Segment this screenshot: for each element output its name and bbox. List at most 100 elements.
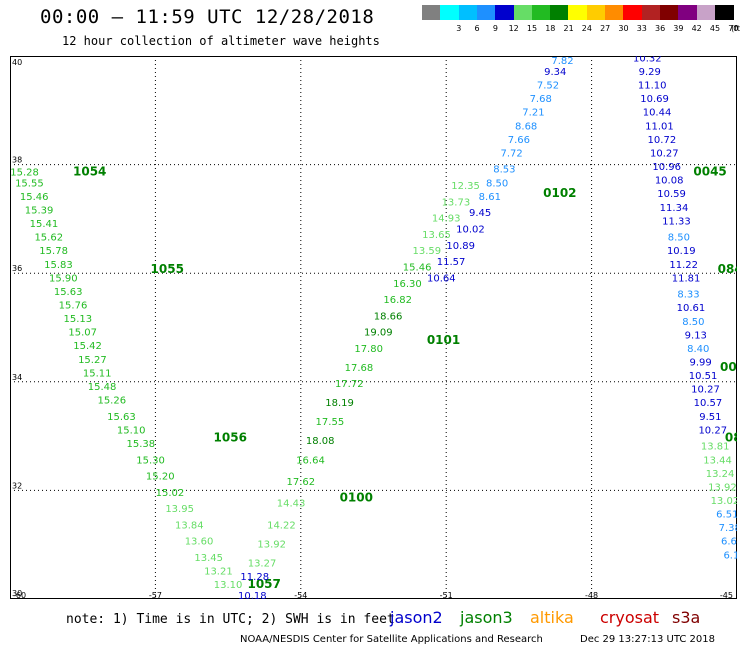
swh-value: 15.02 (156, 488, 185, 499)
legend-swatch (641, 5, 661, 20)
swh-value: 10.27 (691, 385, 720, 396)
legend-swatch (440, 5, 460, 20)
swh-value: 13.73 (442, 197, 471, 208)
swh-value: 13.84 (175, 520, 204, 531)
swh-value: 15.90 (49, 273, 78, 284)
swh-value: 15.10 (117, 425, 146, 436)
swh-value: 9.29 (639, 67, 661, 78)
swh-value: 11.34 (660, 203, 689, 214)
swh-value: 10.32 (633, 56, 662, 64)
legend-swatch (531, 5, 551, 20)
swh-value: 15.62 (34, 233, 63, 244)
swh-value: 15.76 (59, 300, 88, 311)
swh-value: 11.22 (669, 260, 698, 271)
swh-value: 8.50 (668, 233, 690, 244)
map-frame (10, 56, 737, 599)
swh-value: 10.02 (456, 224, 485, 235)
swh-value: 15.26 (97, 396, 126, 407)
legend-label: 18 (545, 24, 556, 33)
swh-value: 11.33 (662, 216, 691, 227)
swh-value: 15.39 (25, 205, 54, 216)
swh-value: 17.62 (286, 477, 315, 488)
pass-time-label: 1055 (151, 262, 184, 276)
swh-value: 7.68 (530, 94, 552, 105)
latitude-tick-label: 32 (12, 481, 22, 490)
legend-label: 9 (492, 24, 498, 33)
swh-value: 13.45 (194, 553, 223, 564)
swh-value: 7.21 (522, 108, 544, 119)
swh-value: 15.41 (30, 219, 59, 230)
pass-time-label: 0100 (340, 490, 373, 504)
credit-line: NOAA/NESDIS Center for Satellite Applica… (240, 634, 543, 645)
legend-swatch (623, 5, 643, 20)
longitude-tick-label: -45 (720, 591, 733, 599)
map-title: 00:00 – 11:59 UTC 12/28/2018 (40, 6, 375, 28)
swh-value: 10.61 (677, 303, 706, 314)
legend-label: 24 (581, 24, 592, 33)
swh-value: 15.63 (54, 287, 83, 298)
legend-swatch (605, 5, 624, 20)
swh-value: 10.59 (657, 189, 686, 200)
swh-value: 6.66 (721, 537, 737, 548)
legend-swatch (422, 5, 441, 20)
swh-value: 8.53 (493, 165, 515, 176)
legend-swatch (659, 5, 679, 20)
swh-value: 15.27 (78, 355, 107, 366)
legend-swatch (458, 5, 478, 20)
legend-label: 70 (728, 24, 739, 33)
swh-value: 8.68 (515, 121, 537, 132)
swh-value: 19.09 (364, 328, 393, 339)
swh-value: 10.96 (652, 162, 681, 173)
footer-note: note: 1) Time is in UTC; 2) SWH is in fe… (66, 612, 395, 627)
wave-height-map: -60 -57 -54 -51 -48 -45 30 32 34 36 38 40 15.2815.55… (10, 56, 737, 599)
swh-value: 7.66 (508, 135, 530, 146)
swh-value: 17.55 (316, 417, 345, 428)
swh-value: 10.27 (650, 148, 679, 159)
swh-value: 10.27 (698, 425, 727, 436)
swh-value: 15.83 (44, 260, 73, 271)
legend-swatch (678, 5, 698, 20)
swh-value: 17.72 (335, 379, 364, 390)
swh-value: 16.64 (296, 455, 325, 466)
longitude-tick-label: -51 (440, 591, 453, 599)
legend-label: 12 (508, 24, 519, 33)
swh-value: 13.02 (711, 496, 737, 507)
satellite-label-altika: altika (530, 608, 574, 627)
longitude-tick-label: -54 (294, 591, 307, 599)
swh-value: 15.78 (39, 246, 68, 257)
swh-value: 10.89 (446, 241, 475, 252)
pass-time-label: 0045 (693, 164, 726, 178)
swh-value: 8.50 (682, 317, 704, 328)
swh-value: 8.61 (479, 192, 501, 203)
swh-value: 15.48 (88, 382, 117, 393)
swh-value: 9.34 (544, 67, 566, 78)
swh-value: 13.24 (706, 469, 735, 480)
swh-value: 15.13 (64, 314, 93, 325)
swh-value: 7.52 (537, 81, 559, 92)
swh-value: 10.18 (238, 591, 267, 599)
swh-value: 7.82 (551, 56, 573, 67)
swh-value: 16.30 (393, 279, 422, 290)
swh-value: 15.46 (20, 192, 49, 203)
satellite-label-s3a: s3a (672, 608, 701, 627)
swh-value: 17.80 (354, 344, 383, 355)
swh-value: 13.27 (248, 558, 277, 569)
swh-value: 10.08 (655, 176, 684, 187)
swh-value: 13.95 (165, 504, 194, 515)
swh-value: 7.38 (719, 523, 737, 534)
legend-swatch (714, 5, 734, 20)
swh-value: 13.65 (422, 230, 451, 241)
longitude-tick-label: -60 (13, 591, 26, 599)
longitude-tick-label: -57 (149, 591, 162, 599)
pass-time-label: 0842 (718, 262, 737, 276)
swh-value: 15.55 (15, 178, 44, 189)
swh-value: 16.82 (383, 295, 412, 306)
swh-value: 11.01 (645, 121, 674, 132)
pass-time-label: 1057 (247, 577, 280, 591)
legend-label: 30 (618, 24, 629, 33)
swh-value: 17.68 (345, 363, 374, 374)
legend-label: 15 (526, 24, 538, 33)
pass-time-label: 0044 (720, 360, 737, 374)
swh-value: 11.10 (638, 81, 667, 92)
satellite-label-cryosat: cryosat (600, 608, 660, 627)
